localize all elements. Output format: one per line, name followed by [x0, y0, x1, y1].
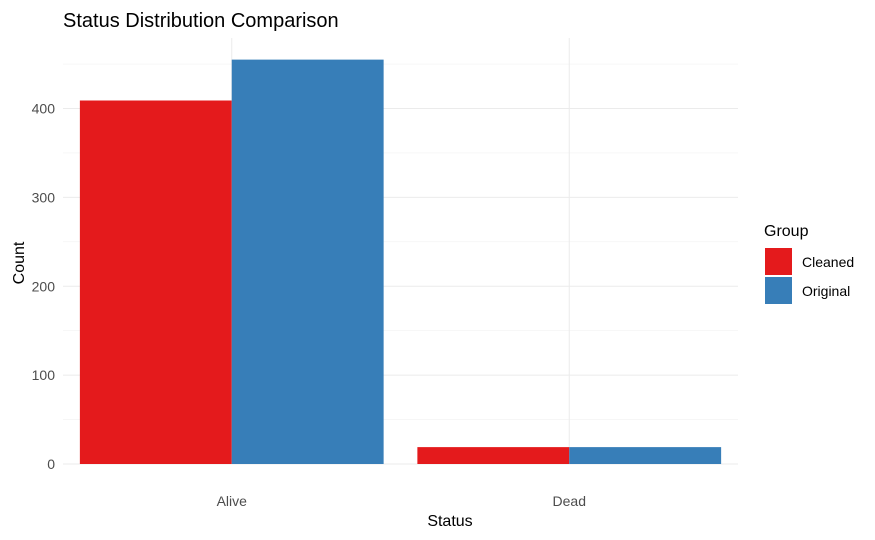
legend-label-original: Original — [802, 283, 850, 299]
legend-label-cleaned: Cleaned — [802, 254, 854, 270]
bars — [79, 59, 722, 465]
legend-key-cleaned — [765, 248, 792, 275]
bar-cleaned-dead — [417, 447, 570, 464]
bar-cleaned-alive — [79, 100, 232, 464]
legend-title: Group — [764, 223, 809, 240]
y-tick-label: 100 — [32, 367, 56, 383]
x-axis-ticks: Alive Dead — [217, 493, 586, 509]
x-tick-label: Alive — [217, 493, 248, 509]
y-tick-label: 200 — [32, 278, 56, 294]
bar-original-alive — [231, 59, 384, 465]
y-axis-title: Count — [11, 241, 28, 284]
bar-original-dead — [569, 447, 722, 464]
y-tick-label: 300 — [32, 189, 56, 205]
x-axis-title: Status — [427, 513, 472, 530]
y-tick-label: 400 — [32, 101, 56, 117]
y-axis-ticks: 0 100 200 300 400 — [32, 101, 56, 473]
x-tick-label: Dead — [553, 493, 586, 509]
chart-title: Status Distribution Comparison — [63, 10, 339, 32]
legend-key-original — [765, 277, 792, 304]
legend: Group Cleaned Original — [764, 223, 854, 304]
y-tick-label: 0 — [47, 456, 55, 472]
